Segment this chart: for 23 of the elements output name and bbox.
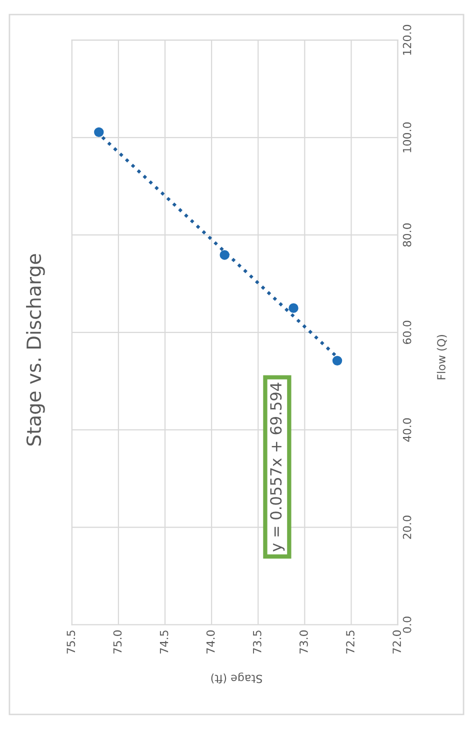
x-tick-label: 72.5 bbox=[346, 630, 354, 654]
point bbox=[94, 127, 104, 138]
point bbox=[220, 250, 230, 260]
annotation: y = 0.0557x + 69.594 bbox=[270, 382, 285, 552]
y-tick-label: 100.0 bbox=[402, 122, 412, 152]
y-axis-title: Flow (Q) bbox=[436, 335, 447, 380]
x-tick-label: 75.0 bbox=[113, 630, 122, 654]
y-tick-label: 40.0 bbox=[402, 418, 412, 442]
point bbox=[332, 356, 342, 366]
x-tick-label: 72.0 bbox=[392, 630, 402, 654]
y-tick-label: 20.0 bbox=[402, 516, 412, 539]
y-tick-label: 0.0 bbox=[402, 616, 412, 633]
x-tick-label: 75.5 bbox=[66, 630, 76, 654]
point bbox=[288, 303, 298, 313]
y-tick-label: 60.0 bbox=[402, 320, 412, 344]
text: Stage vs. Discharge bbox=[26, 254, 45, 446]
x-tick-label: 74.0 bbox=[206, 630, 215, 654]
y-tick-label: 80.0 bbox=[402, 223, 412, 247]
x-tick-label: 73.5 bbox=[252, 630, 262, 654]
x-tick-label: 73.0 bbox=[300, 630, 308, 654]
x-axis-title: Stage (ft) bbox=[211, 672, 262, 684]
y-tick-label: 120.0 bbox=[402, 24, 412, 55]
x-tick-label: 74.5 bbox=[160, 630, 168, 654]
